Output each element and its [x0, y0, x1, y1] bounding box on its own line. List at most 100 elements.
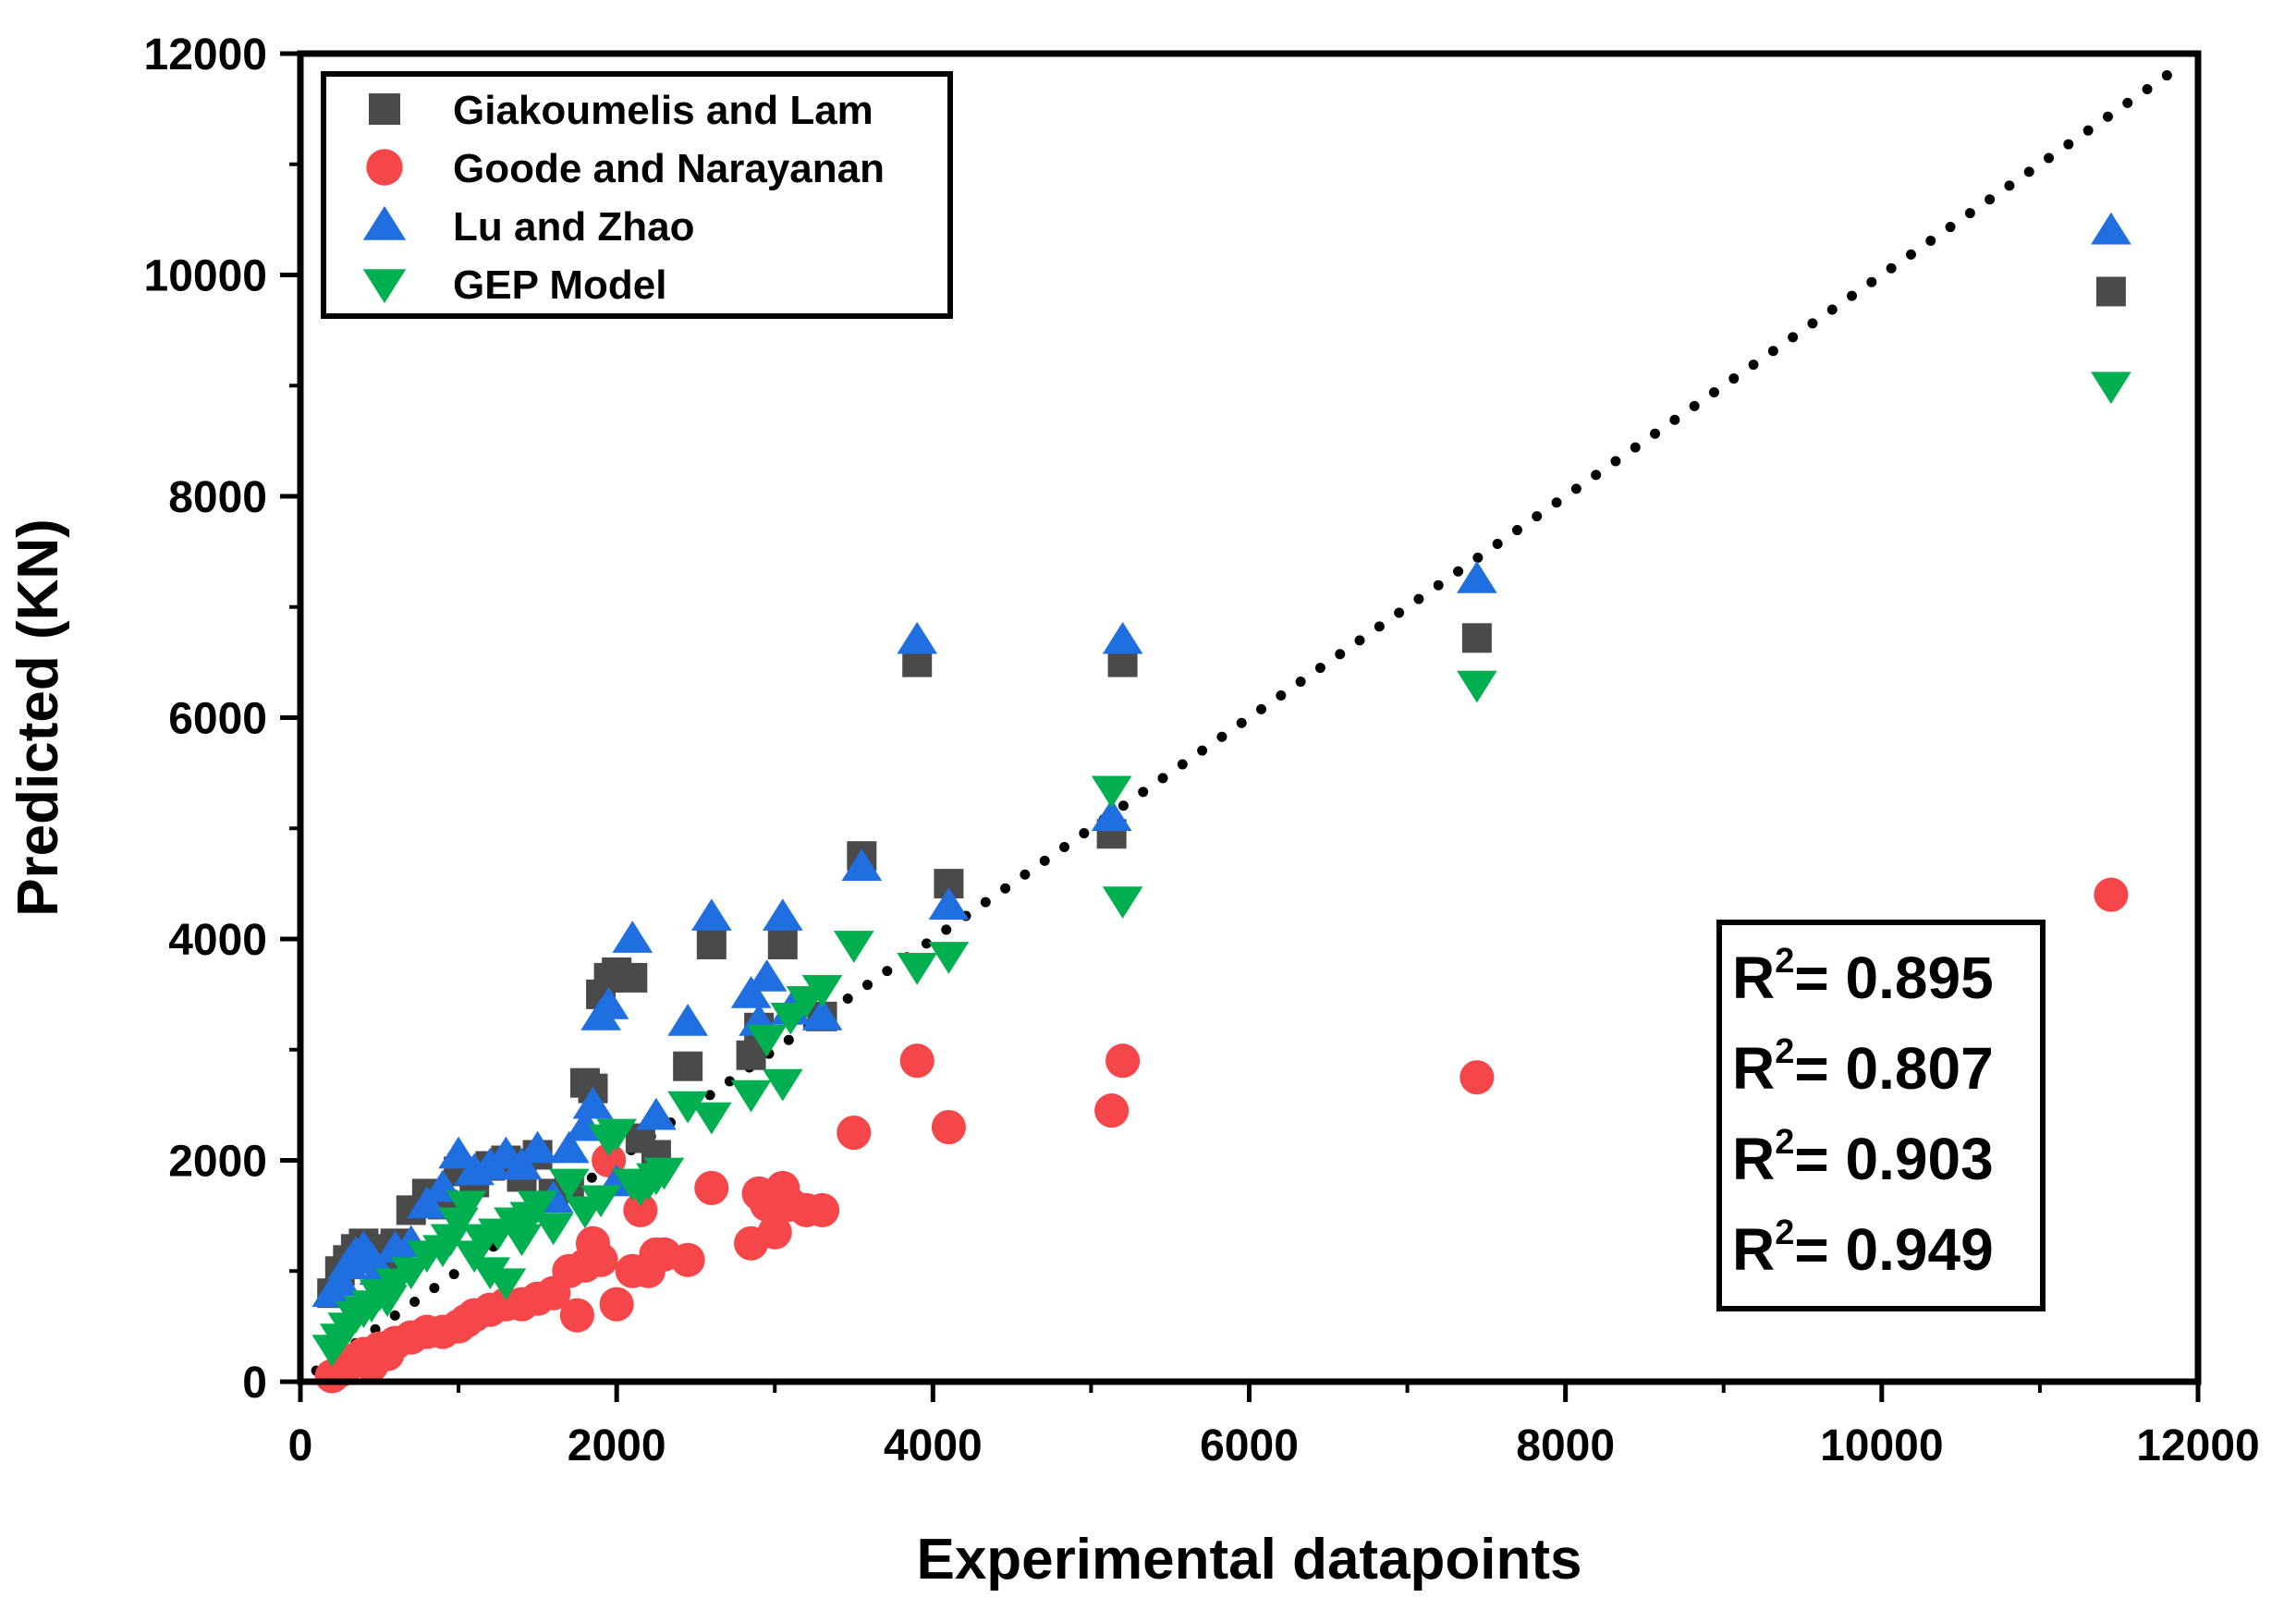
data-point — [841, 848, 883, 882]
data-point — [532, 1213, 574, 1246]
data-point — [2095, 276, 2126, 307]
r2-label: R2= 0.949 — [1732, 1213, 1994, 1283]
data-point — [390, 1257, 432, 1290]
x-tick-label: 2000 — [568, 1421, 666, 1470]
data-point — [762, 898, 803, 931]
data-point — [549, 1130, 590, 1164]
data-point — [1091, 799, 1132, 832]
legend-marker — [369, 93, 400, 125]
series-circle — [314, 877, 2129, 1394]
data-point — [485, 1268, 527, 1301]
data-point — [1461, 623, 1492, 653]
data-point — [588, 987, 629, 1019]
data-point — [580, 1185, 621, 1218]
data-point — [1457, 670, 1497, 703]
data-point — [2094, 877, 2129, 912]
data-point — [690, 898, 732, 931]
x-axis-title: Experimental datapoints — [916, 1528, 1582, 1592]
data-point — [636, 1097, 677, 1130]
data-point — [2091, 212, 2131, 245]
data-point — [1094, 1093, 1130, 1128]
x-tick-label: 0 — [288, 1421, 313, 1470]
data-point — [517, 1190, 558, 1224]
data-points-layer — [311, 212, 2131, 1394]
legend-marker — [362, 269, 407, 304]
r2-box — [1716, 920, 2046, 1311]
data-point — [501, 1224, 543, 1257]
data-point — [667, 1003, 708, 1036]
data-point — [599, 1287, 634, 1322]
data-point — [438, 1136, 479, 1169]
data-point — [833, 931, 874, 963]
data-point — [667, 1091, 708, 1124]
data-point — [746, 1024, 788, 1057]
data-point — [1457, 560, 1497, 593]
data-point — [617, 962, 648, 993]
data-point — [931, 1110, 967, 1145]
data-point — [730, 976, 772, 1008]
data-point — [730, 1079, 772, 1113]
data-point — [690, 1102, 732, 1135]
data-point — [643, 1157, 685, 1190]
data-point — [746, 959, 788, 992]
data-point — [837, 1116, 872, 1151]
data-point — [762, 1068, 803, 1102]
data-point — [1102, 621, 1143, 654]
r2-label: R2= 0.895 — [1732, 942, 1994, 1011]
data-point — [612, 921, 653, 953]
legend-label: Goode and Narayanan — [453, 146, 885, 191]
data-point — [517, 1130, 558, 1164]
legend-box — [321, 71, 953, 319]
y-tick-label: 10000 — [144, 252, 267, 301]
axes-layer: 0 2000 4000 6000 8000 10000 12000 0 2000 4000 6000… — [144, 30, 2260, 1470]
data-point — [583, 1242, 618, 1277]
y-tick-label: 4000 — [168, 916, 267, 965]
y-axis-title: Predicted (KN) — [6, 518, 70, 917]
data-point — [446, 1190, 487, 1224]
data-point — [673, 1051, 703, 1081]
legend-label: Giakoumelis and Lam — [453, 88, 873, 133]
r2-label: R2= 0.807 — [1732, 1032, 1994, 1102]
legend-marker — [366, 149, 403, 186]
data-point — [596, 1118, 637, 1152]
data-point — [407, 1186, 447, 1219]
data-point — [897, 953, 938, 985]
data-point — [767, 929, 798, 959]
legend-label: Lu and Zhao — [453, 204, 695, 250]
data-point — [1091, 775, 1132, 809]
data-point — [805, 1192, 840, 1227]
r2-annotation-box: R2= 0.895 R2= 0.807 R2= 0.903 R2= 0.949 — [1716, 920, 2046, 1311]
data-point — [623, 1192, 658, 1227]
data-point — [670, 1242, 705, 1277]
data-point — [319, 1263, 360, 1297]
y-tick-label: 6000 — [168, 695, 267, 744]
legend-marker — [362, 205, 407, 240]
y-tick-label: 0 — [242, 1359, 267, 1408]
x-tick-label: 4000 — [884, 1421, 983, 1470]
legend-label: GEP Model — [453, 262, 666, 308]
x-tick-label: 6000 — [1200, 1421, 1299, 1470]
data-point — [572, 1086, 614, 1119]
series-triangle-down — [311, 372, 2131, 1367]
data-point — [757, 1214, 792, 1250]
y-tick-label: 2000 — [168, 1138, 267, 1187]
data-point — [2091, 372, 2131, 405]
r2-label: R2= 0.903 — [1732, 1123, 1994, 1192]
data-point — [694, 1170, 729, 1205]
data-point — [928, 887, 970, 920]
legend: Giakoumelis and Lam Goode and Narayanan Lu… — [321, 71, 953, 319]
x-tick-label: 10000 — [1820, 1421, 1943, 1470]
data-point — [928, 942, 970, 974]
data-point — [801, 975, 843, 1007]
x-tick-label: 12000 — [2136, 1421, 2259, 1470]
data-point — [1105, 1043, 1141, 1079]
y-tick-label: 8000 — [168, 473, 267, 522]
data-point — [1102, 886, 1143, 919]
data-point — [549, 1168, 590, 1201]
data-point — [897, 621, 938, 654]
data-point — [770, 1002, 812, 1035]
data-point — [696, 929, 727, 959]
data-point — [1459, 1060, 1495, 1095]
